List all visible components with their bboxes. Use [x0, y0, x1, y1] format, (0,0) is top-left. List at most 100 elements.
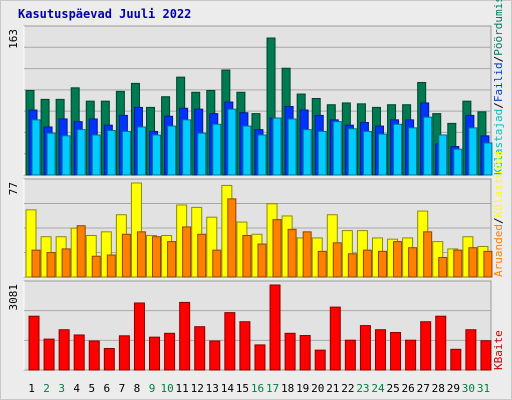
bar-kbaite-day-2 — [43, 338, 55, 371]
bar-aruanded-day-17 — [272, 219, 282, 278]
bar-aruanded-day-20 — [317, 250, 327, 278]
legend-group: Külastajad/Failid/PöördumisiAruanded/Kül… — [492, 0, 505, 370]
bar-külastajad-day-23 — [362, 130, 372, 176]
bar-aruanded-day-22 — [347, 253, 357, 278]
bar-kbaite-day-25 — [390, 331, 402, 371]
bar-aruanded-day-2 — [46, 252, 56, 278]
bar-kbaite-day-27 — [420, 321, 432, 371]
bar-külastajad-day-3 — [61, 135, 71, 176]
bar-külastajad-day-8 — [136, 126, 146, 176]
bar-kbaite-day-22 — [344, 339, 356, 371]
bar-külastajad-day-18 — [287, 118, 297, 176]
bar-külastajad-day-1 — [31, 119, 41, 176]
bar-aruanded-day-25 — [393, 241, 403, 278]
bar-aruanded-day-19 — [302, 231, 312, 278]
bar-kbaite-day-24 — [374, 329, 386, 371]
legend-item: Failid — [492, 62, 505, 102]
bar-külastajad-day-27 — [423, 116, 433, 176]
bar-kbaite-day-6 — [103, 347, 115, 371]
x-tick-label-22: 22 — [341, 382, 354, 395]
y-max-label: 163 — [7, 29, 20, 49]
bar-külastused-day-8 — [130, 182, 142, 278]
legend-item: Külastajad — [492, 109, 505, 175]
bar-külastused-day-13 — [206, 216, 218, 278]
bar-aruanded-day-31 — [483, 250, 493, 278]
x-tick-label-16: 16 — [251, 382, 264, 395]
bar-külastajad-day-17 — [272, 117, 282, 176]
bar-aruanded-day-26 — [408, 247, 418, 278]
x-tick-label-30: 30 — [462, 382, 475, 395]
x-tick-label-27: 27 — [417, 382, 430, 395]
bar-külastajad-day-10 — [167, 125, 177, 176]
x-tick-label-19: 19 — [296, 382, 309, 395]
bar-külastajad-day-6 — [106, 130, 116, 176]
legend-separator: / — [492, 56, 505, 63]
x-tick-label-9: 9 — [149, 382, 156, 395]
bar-kbaite-day-11 — [179, 301, 191, 371]
bar-kbaite-day-19 — [299, 335, 311, 371]
legend-item: Pöördumisi — [492, 0, 505, 56]
bar-kbaite-day-28 — [435, 315, 447, 371]
x-tick-label-14: 14 — [221, 382, 235, 395]
bar-kbaite-day-7 — [118, 335, 130, 371]
bar-aruanded-day-9 — [152, 236, 162, 278]
legend-separator: / — [492, 217, 505, 224]
x-tick-label-18: 18 — [281, 382, 294, 395]
bar-aruanded-day-5 — [91, 255, 101, 278]
x-tick-label-3: 3 — [58, 382, 65, 395]
x-tick-label-8: 8 — [134, 382, 141, 395]
x-tick-label-5: 5 — [88, 382, 95, 395]
bar-külastajad-day-5 — [91, 134, 101, 176]
bar-külastajad-day-4 — [76, 129, 86, 176]
bar-külastused-day-1 — [25, 209, 37, 278]
y-max-label: 77 — [7, 182, 20, 195]
x-tick-label-26: 26 — [402, 382, 415, 395]
bar-külastajad-day-15 — [242, 125, 252, 176]
y-max-label: 3081 — [7, 284, 20, 311]
bar-aruanded-day-24 — [377, 250, 387, 278]
bar-aruanded-day-15 — [242, 234, 252, 278]
bar-kbaite-day-31 — [480, 340, 492, 371]
bar-aruanded-day-14 — [227, 198, 237, 278]
x-tick-label-10: 10 — [160, 382, 173, 395]
bar-kbaite-day-10 — [164, 332, 176, 371]
bar-külastajad-day-20 — [317, 130, 327, 176]
bar-kbaite-day-13 — [209, 340, 221, 371]
bar-külastajad-day-19 — [302, 129, 312, 176]
bar-külastajad-day-21 — [332, 121, 342, 176]
bar-aruanded-day-8 — [136, 231, 146, 278]
bar-külastajad-day-28 — [438, 134, 448, 176]
x-tick-label-23: 23 — [356, 382, 369, 395]
bar-aruanded-day-27 — [423, 231, 433, 278]
bar-kbaite-day-23 — [359, 325, 371, 371]
bar-aruanded-day-16 — [257, 243, 267, 278]
bar-külastajad-day-29 — [453, 148, 463, 176]
bar-kbaite-day-16 — [254, 344, 266, 371]
bar-külastajad-day-24 — [377, 133, 387, 176]
legend-top: Külastajad/Failid/Pöördumisi — [492, 0, 505, 175]
legend-item: KBaite — [492, 330, 505, 370]
bar-kbaite-day-15 — [239, 321, 251, 371]
x-tick-label-28: 28 — [432, 382, 445, 395]
bar-külastajad-day-31 — [483, 142, 493, 176]
bar-kbaite-day-3 — [58, 329, 70, 371]
bar-aruanded-day-18 — [287, 228, 297, 278]
bar-aruanded-day-4 — [76, 225, 86, 278]
bar-kbaite-day-29 — [450, 348, 462, 371]
x-tick-label-1: 1 — [28, 382, 35, 395]
legend-item: Aruanded — [492, 224, 505, 277]
bar-kbaite-day-14 — [224, 312, 236, 371]
x-tick-label-17: 17 — [266, 382, 279, 395]
x-tick-label-12: 12 — [191, 382, 204, 395]
bar-aruanded-day-30 — [468, 247, 478, 278]
bar-aruanded-day-21 — [332, 242, 342, 278]
x-tick-label-24: 24 — [371, 382, 385, 395]
bar-külastajad-day-25 — [393, 123, 403, 176]
x-tick-label-11: 11 — [176, 382, 189, 395]
bar-kbaite-day-5 — [88, 340, 100, 371]
bar-kbaite-day-18 — [284, 332, 296, 371]
legend-separator: / — [492, 102, 505, 109]
bar-kbaite-day-30 — [465, 329, 477, 371]
bar-külastajad-day-7 — [121, 130, 131, 176]
x-axis-labels: 1 2 3 4 5 6 7 8 9 10 11 12 13 14 15 16 17 18 19 20 21 22 23 24 2… — [28, 382, 490, 395]
